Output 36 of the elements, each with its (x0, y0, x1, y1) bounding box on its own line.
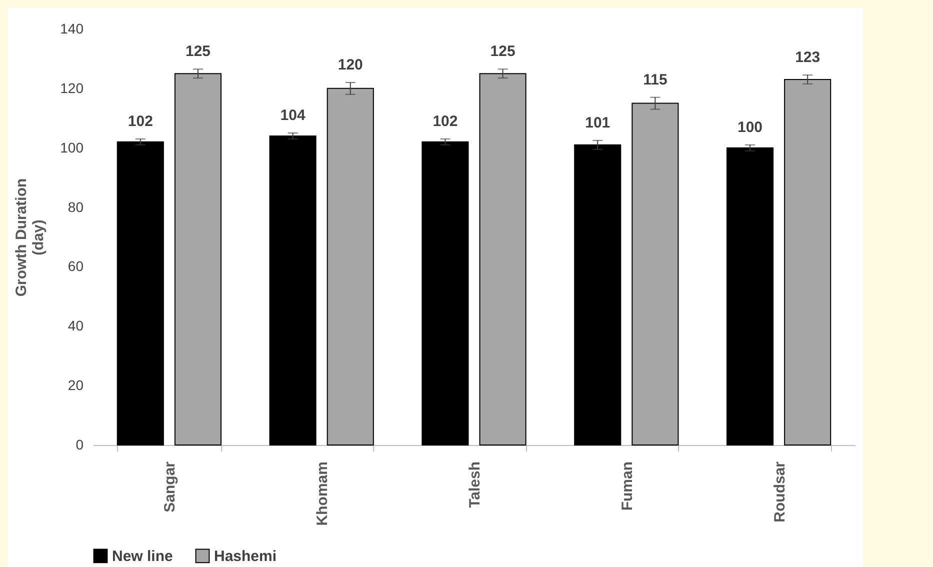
y-tick-label: 60 (68, 258, 84, 274)
data-label: 102 (128, 112, 153, 130)
data-label: 104 (280, 107, 306, 124)
data-label: 102 (432, 112, 458, 130)
x-tick-label: Fuman (618, 462, 636, 511)
data-label: 125 (185, 43, 210, 60)
bar (326, 88, 374, 446)
y-tick-label: 140 (60, 20, 84, 36)
data-label: 125 (490, 43, 516, 60)
data-label: 101 (585, 114, 610, 132)
bar (726, 147, 774, 446)
bar (574, 144, 622, 446)
y-tick-label: 0 (76, 436, 84, 452)
bar (116, 141, 164, 446)
bar (174, 73, 222, 446)
bar (479, 73, 526, 446)
bar (422, 141, 469, 446)
bar (784, 79, 832, 446)
legend-label: Hashemi (214, 548, 277, 565)
bar (632, 102, 679, 446)
y-axis-title: Growth Duration (day) (13, 178, 48, 297)
y-tick-label: 80 (68, 198, 84, 215)
y-tick-label: 100 (60, 139, 84, 156)
x-tick-label: Talesh (466, 462, 484, 508)
x-tick-label: Sangar (162, 461, 179, 512)
data-label: 115 (643, 71, 668, 88)
y-tick-label: 20 (68, 377, 84, 394)
y-tick-label: 40 (68, 318, 84, 334)
y-tick-label: 120 (60, 80, 84, 96)
data-label: 123 (795, 49, 820, 66)
data-label: 120 (338, 56, 363, 74)
x-tick-label: Khomam (314, 462, 332, 526)
bar (269, 135, 316, 446)
x-tick-label: Roudsar (771, 461, 788, 522)
data-label: 100 (738, 118, 763, 136)
legend-label: New line (112, 548, 173, 565)
